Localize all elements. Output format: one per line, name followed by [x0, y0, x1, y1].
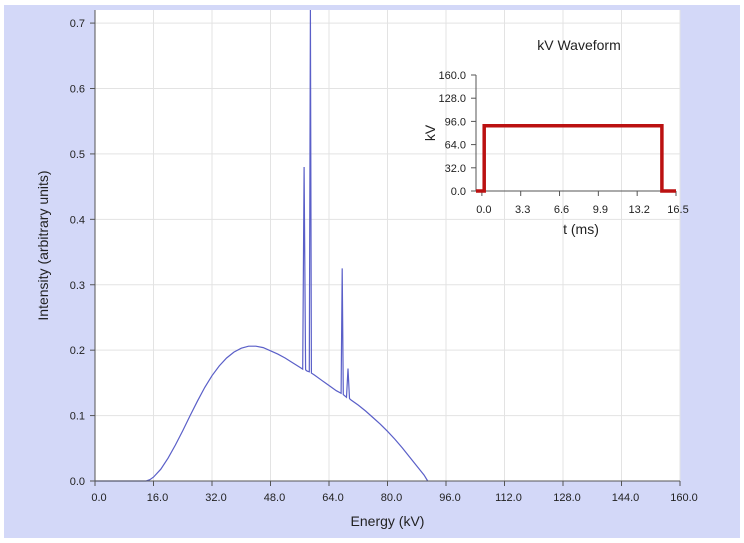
inset-y-tick-label: 160.0 — [438, 70, 466, 82]
x-axis-label: Energy (kV) — [351, 513, 425, 529]
y-tick-label: 0.5 — [70, 149, 85, 161]
y-tick-label: 0.7 — [70, 18, 85, 30]
inset-y-axis-label: kV — [422, 124, 438, 141]
chart-panel: 0.0 0.1 0.2 0.3 0.4 0.5 0.6 0.7 0.0 16.0 32.0 48.0… — [4, 5, 740, 538]
inset-y-tick-label: 0.0 — [451, 186, 466, 198]
y-tick-label: 0.4 — [70, 214, 85, 226]
inset-y-tick-label: 64.0 — [445, 140, 466, 152]
inset-y-tick-labels: 0.0 32.0 64.0 96.0 128.0 160.0 — [438, 70, 466, 198]
x-tick-label: 160.0 — [670, 492, 698, 504]
main-y-tick-labels: 0.0 0.1 0.2 0.3 0.4 0.5 0.6 0.7 — [70, 18, 85, 488]
x-tick-label: 80.0 — [381, 492, 402, 504]
inset-x-tick-label: 9.9 — [593, 204, 608, 216]
inset-x-tick-label: 16.5 — [667, 204, 688, 216]
y-tick-label: 0.1 — [70, 411, 85, 423]
y-tick-label: 0.2 — [70, 345, 85, 357]
main-axes — [90, 10, 681, 486]
x-tick-label: 96.0 — [439, 492, 460, 504]
inset-axes — [471, 74, 677, 196]
x-tick-label: 32.0 — [205, 492, 226, 504]
inset-x-tick-label: 13.2 — [628, 204, 649, 216]
inset-x-tick-labels: 0.0 3.3 6.6 9.9 13.2 16.5 — [476, 204, 688, 216]
main-x-tick-labels: 0.0 16.0 32.0 48.0 64.0 80.0 96.0 112.0 128.0 144… — [91, 492, 697, 504]
spectrum-line — [95, 9, 429, 482]
inset-x-tick-label: 0.0 — [476, 204, 491, 216]
x-tick-label: 64.0 — [322, 492, 343, 504]
inset-y-tick-label: 96.0 — [445, 116, 466, 128]
x-tick-label: 112.0 — [495, 492, 522, 504]
inset-x-tick-label: 3.3 — [515, 204, 530, 216]
inset-y-tick-label: 128.0 — [438, 93, 466, 105]
y-tick-label: 0.0 — [70, 476, 85, 488]
x-tick-label: 128.0 — [553, 492, 581, 504]
kv-waveform-line — [476, 124, 676, 193]
inset-x-axis-label: t (ms) — [563, 221, 599, 237]
x-tick-label: 0.0 — [91, 492, 106, 504]
x-tick-label: 16.0 — [147, 492, 168, 504]
x-tick-label: 48.0 — [264, 492, 285, 504]
spectrum-chart: 0.0 0.1 0.2 0.3 0.4 0.5 0.6 0.7 0.0 16.0 32.0 48.0… — [4, 5, 740, 538]
x-tick-label: 144.0 — [612, 492, 640, 504]
y-tick-label: 0.3 — [70, 280, 85, 292]
y-tick-label: 0.6 — [70, 84, 85, 96]
y-axis-label: Intensity (arbitrary units) — [35, 170, 51, 320]
inset-x-tick-label: 6.6 — [554, 204, 569, 216]
inset-title: kV Waveform — [537, 37, 621, 53]
inset-y-tick-label: 32.0 — [445, 163, 466, 175]
